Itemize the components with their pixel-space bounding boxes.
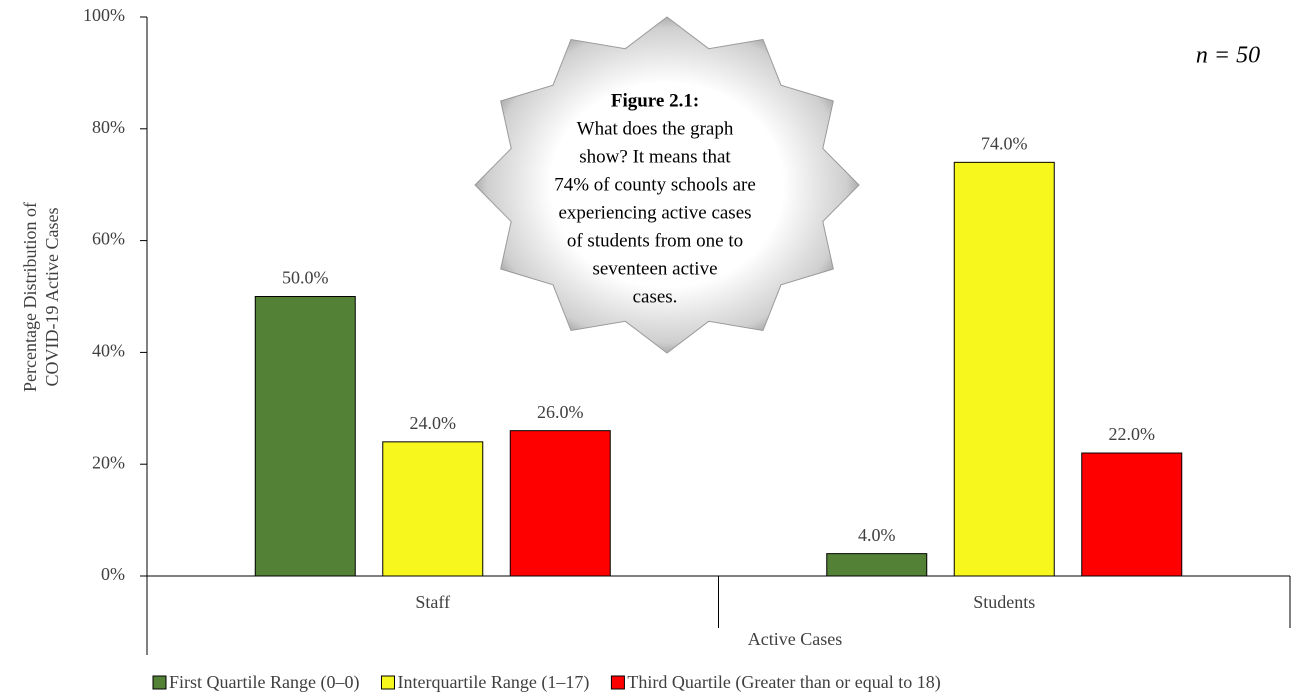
x-tick-label: Staff [415,592,450,612]
callout-line: cases. [633,286,678,307]
legend-swatch [610,675,625,690]
data-label: 4.0% [858,525,896,545]
legend-label: Interquartile Range (1–17) [397,672,589,693]
y-axis-label: Percentage Distribution of COVID-19 Acti… [20,202,62,392]
x-axis-label: Active Cases [748,629,842,649]
y-axis-label-line: Percentage Distribution of [20,202,40,392]
x-tick-label: Students [973,592,1035,612]
y-tick-label: 100% [83,5,125,25]
bar [509,430,611,577]
callout-title: Figure 2.1: [611,90,699,111]
y-tick-label: 40% [92,341,125,361]
legend-swatch [380,675,395,690]
bar [254,296,356,577]
annotation: n = 50 [1196,43,1260,69]
y-axis-label-line: COVID-19 Active Cases [42,208,62,387]
callout-line: seventeen active [592,258,717,279]
data-label: 24.0% [410,413,457,433]
legend-swatch [152,675,167,690]
callout: Figure 2.1: What does the graph show? It m… [474,16,860,354]
bar [382,441,484,577]
callout-line: What does the graph [577,118,734,139]
legend-label: Third Quartile (Greater than or equal to… [627,672,940,693]
legend-label: First Quartile Range (0–0) [169,672,359,693]
bar [826,553,928,577]
callout-line: show? It means that [579,146,731,167]
callout-shape [474,16,860,354]
data-label: 26.0% [537,402,584,422]
y-tick-label: 60% [92,229,125,249]
y-tick-label: 0% [101,564,125,584]
bar [953,161,1055,577]
bar [1081,452,1183,577]
y-tick-label: 80% [92,117,125,137]
data-label: 74.0% [981,133,1028,153]
y-tick-label: 20% [92,452,125,472]
data-label: 22.0% [1109,424,1156,444]
callout-line: of students from one to [567,230,743,251]
callout-line: experiencing active cases [558,202,751,223]
callout-line: 74% of county schools are [554,174,756,195]
data-label: 50.0% [282,268,329,288]
